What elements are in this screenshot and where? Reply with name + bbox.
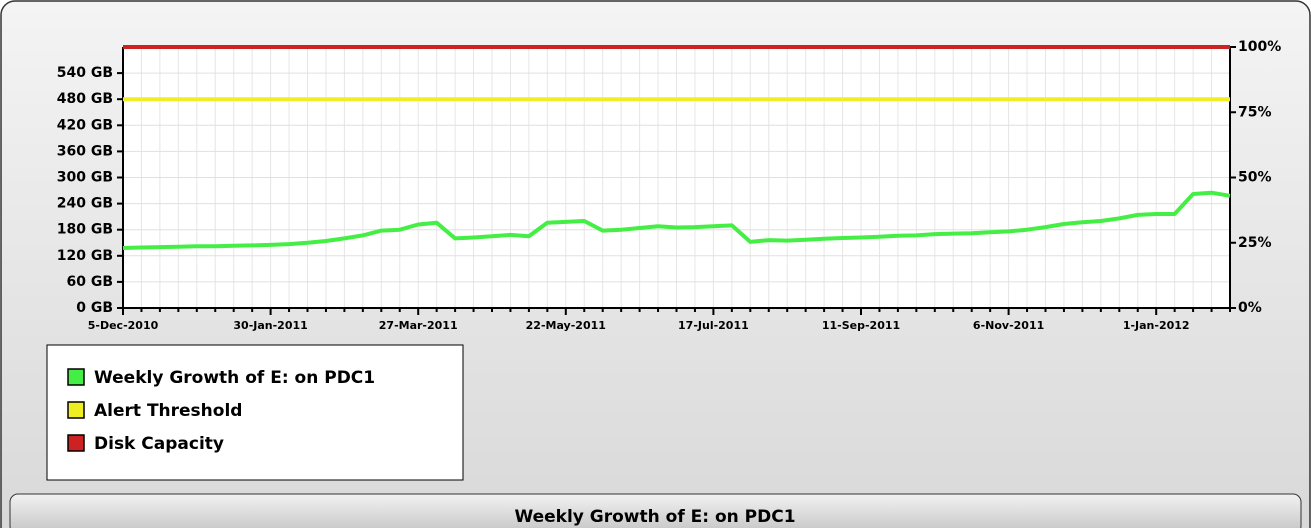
legend-swatch bbox=[67, 434, 85, 452]
x-tick-label: 6-Nov-2011 bbox=[973, 319, 1044, 332]
y-tick-label: 60 GB bbox=[66, 274, 113, 290]
x-tick-label: 22-May-2011 bbox=[526, 319, 606, 332]
y-tick-label: 480 GB bbox=[57, 91, 113, 107]
y2-tick-label: 25% bbox=[1238, 235, 1272, 251]
x-tick-label: 11-Sep-2011 bbox=[822, 319, 900, 332]
y-tick-label: 180 GB bbox=[57, 222, 113, 238]
x-tick-label: 27-Mar-2011 bbox=[379, 319, 458, 332]
series-line bbox=[122, 190, 1231, 250]
legend-swatch bbox=[67, 368, 85, 386]
y2-tick-label: 100% bbox=[1238, 39, 1281, 55]
x-tick-label: 30-Jan-2011 bbox=[233, 319, 307, 332]
y-tick-label: 240 GB bbox=[57, 196, 113, 212]
y2-tick-label: 50% bbox=[1238, 170, 1272, 186]
y-tick-label: 540 GB bbox=[57, 65, 113, 81]
x-tick-label: 5-Dec-2010 bbox=[88, 319, 159, 332]
legend-label: Alert Threshold bbox=[94, 401, 242, 421]
y-tick-label: 0 GB bbox=[76, 300, 113, 316]
y2-tick-label: 0% bbox=[1238, 300, 1262, 316]
x-tick-label: 1-Jan-2012 bbox=[1123, 319, 1190, 332]
y-tick-label: 120 GB bbox=[57, 248, 113, 264]
legend bbox=[46, 344, 464, 481]
y-tick-label: 360 GB bbox=[57, 143, 113, 159]
legend-label: Weekly Growth of E: on PDC1 bbox=[94, 368, 375, 388]
legend-label: Disk Capacity bbox=[94, 434, 224, 454]
y-tick-label: 420 GB bbox=[57, 117, 113, 133]
chart-title: Weekly Growth of E: on PDC1 bbox=[514, 507, 795, 527]
y2-tick-label: 75% bbox=[1238, 104, 1272, 120]
legend-swatch bbox=[67, 401, 85, 419]
title-bar bbox=[9, 493, 1302, 532]
y-tick-label: 300 GB bbox=[57, 170, 113, 186]
x-tick-label: 17-Jul-2011 bbox=[678, 319, 749, 332]
